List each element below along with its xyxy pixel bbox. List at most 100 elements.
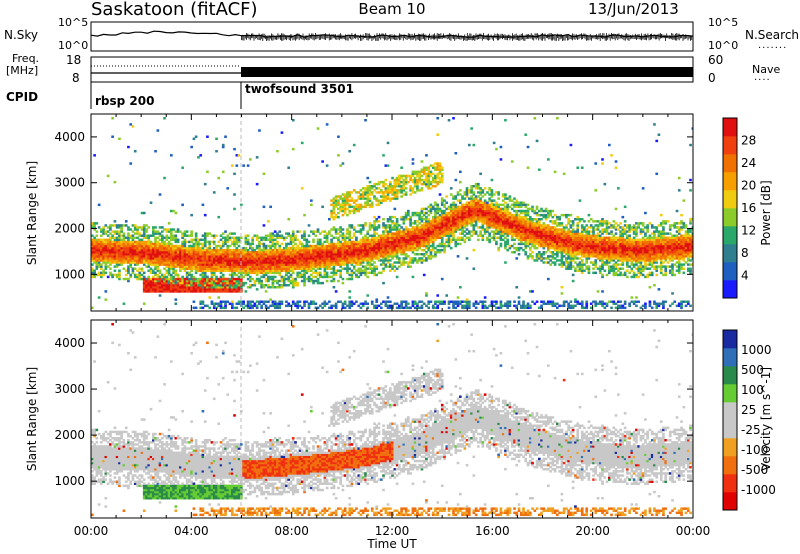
power-cell xyxy=(459,199,462,202)
power-cell xyxy=(483,193,487,196)
power-cell xyxy=(294,259,297,262)
power-cell xyxy=(152,234,155,237)
power-cell xyxy=(393,180,397,184)
power-cell xyxy=(208,281,212,285)
power-cell xyxy=(219,244,223,248)
power-cell xyxy=(337,154,340,157)
power-cell xyxy=(420,170,424,174)
power-cell xyxy=(472,193,476,196)
power-cell xyxy=(461,300,464,303)
power-cell xyxy=(382,197,385,200)
power-cell xyxy=(330,211,333,215)
power-cell xyxy=(422,213,426,217)
power-cell xyxy=(495,242,498,246)
power-cell xyxy=(395,189,399,192)
power-cell xyxy=(237,279,241,283)
power-cell xyxy=(278,306,282,310)
power-cell xyxy=(122,242,126,246)
power-cell xyxy=(127,244,130,248)
power-cell xyxy=(431,220,435,223)
power-cell xyxy=(341,257,345,260)
power-cell xyxy=(366,201,370,204)
power-cell xyxy=(332,207,336,211)
power-cell xyxy=(461,215,464,219)
power-cell xyxy=(149,286,153,289)
power-cell xyxy=(391,189,394,192)
power-cell xyxy=(411,187,415,190)
power-cell xyxy=(249,259,252,262)
power-cell xyxy=(411,222,415,225)
power-cell xyxy=(325,271,329,275)
power-cell xyxy=(127,259,130,262)
power-cell xyxy=(486,238,489,242)
power-cell xyxy=(183,232,187,235)
power-cell xyxy=(285,300,288,303)
power-cell xyxy=(158,281,162,285)
power-cell xyxy=(294,284,297,287)
power-cell xyxy=(427,257,431,260)
power-cell xyxy=(251,257,254,260)
power-cell xyxy=(280,236,284,240)
power-cell xyxy=(113,242,117,246)
power-cell xyxy=(208,261,212,264)
power-cell xyxy=(118,261,121,264)
power-cell xyxy=(382,267,385,270)
power-cell xyxy=(341,197,345,200)
power-cell xyxy=(384,189,388,192)
power-cell xyxy=(201,255,205,258)
power-cell xyxy=(161,255,164,258)
power-cell xyxy=(452,238,455,242)
power-cell xyxy=(197,246,200,250)
power-cell xyxy=(208,286,212,289)
power-cell xyxy=(361,261,365,264)
power-cell xyxy=(425,154,428,157)
power-cell xyxy=(361,191,365,194)
power-cell xyxy=(431,215,435,219)
power-cell xyxy=(228,259,232,262)
power-cell xyxy=(479,191,482,194)
power-cell xyxy=(255,269,259,272)
power-cell xyxy=(142,279,146,283)
power-cell xyxy=(142,232,146,235)
power-cell xyxy=(438,248,442,252)
power-cell xyxy=(427,178,431,182)
power-cell xyxy=(149,257,153,260)
power-cell xyxy=(375,255,379,258)
power-cell xyxy=(276,261,279,264)
power-cell xyxy=(206,263,209,266)
power-cell xyxy=(391,257,394,260)
power-cell xyxy=(231,275,234,279)
power-cell xyxy=(260,238,263,242)
power-cell xyxy=(357,205,361,209)
power-cell xyxy=(165,290,169,293)
power-cell xyxy=(113,273,117,277)
power-cell xyxy=(411,232,415,235)
power-cell xyxy=(449,193,453,196)
power-cell xyxy=(389,232,392,235)
power-cell xyxy=(91,257,94,260)
power-cell xyxy=(316,240,320,244)
power-cell xyxy=(203,290,207,293)
power-cell xyxy=(307,251,311,254)
power-cell xyxy=(142,288,146,291)
power-cell xyxy=(341,246,345,250)
power-cell xyxy=(282,279,286,283)
power-cell xyxy=(185,290,189,293)
power-cell xyxy=(303,238,306,242)
power-cell xyxy=(258,255,261,258)
power-cell xyxy=(113,236,117,240)
power-cell xyxy=(454,302,458,305)
power-cell xyxy=(100,240,103,244)
power-cell xyxy=(210,290,214,293)
power-cell xyxy=(434,306,437,310)
power-cell xyxy=(413,176,417,180)
power-cell xyxy=(425,176,428,180)
power-cell xyxy=(208,242,212,246)
power-cell xyxy=(370,300,374,303)
power-cell xyxy=(282,255,286,258)
power-cell xyxy=(416,211,419,215)
power-cell xyxy=(346,203,349,207)
power-cell xyxy=(370,302,374,305)
power-cell xyxy=(492,238,496,242)
